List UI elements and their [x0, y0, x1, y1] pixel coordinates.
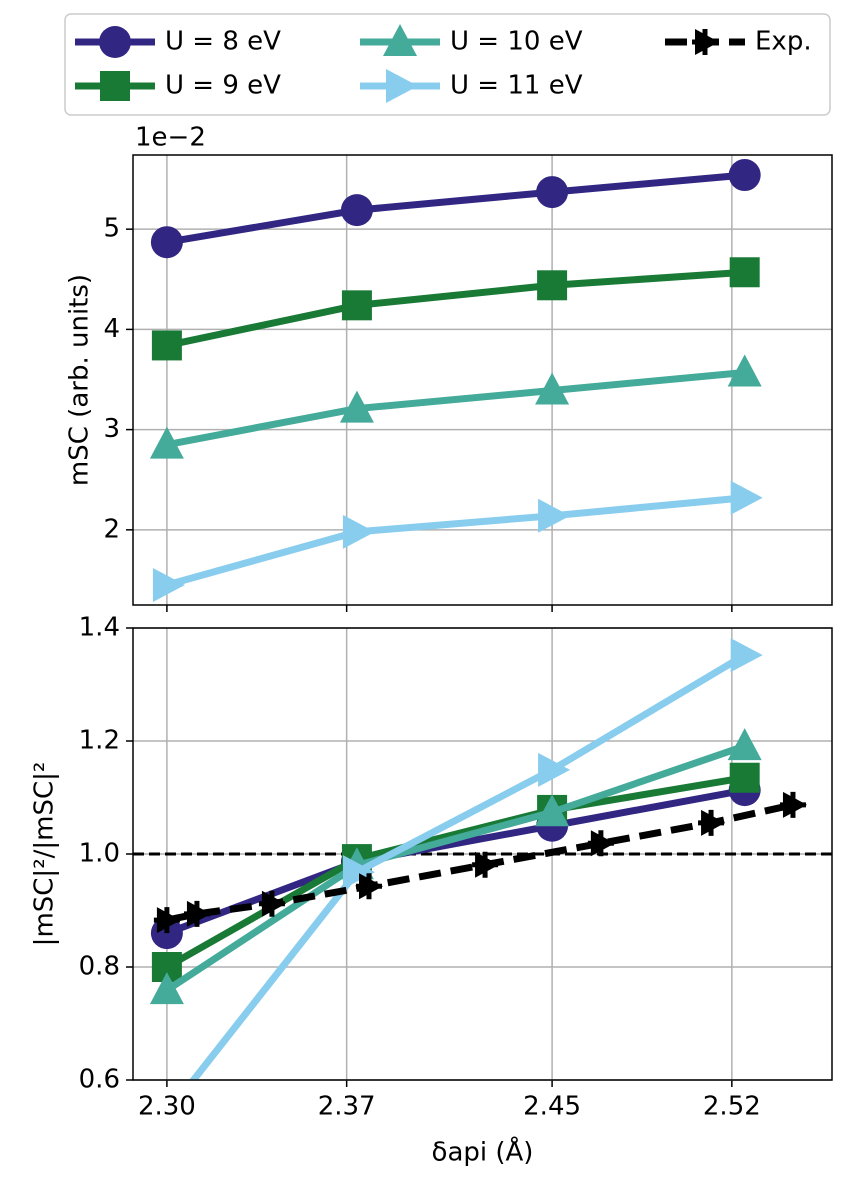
- marker-part: [472, 851, 499, 878]
- marker: [727, 728, 762, 761]
- marker: [339, 390, 374, 423]
- series-line: [166, 368, 746, 449]
- y-axis-label: mSC (arb. units): [65, 274, 95, 486]
- marker: [535, 794, 570, 827]
- x-tick-label: 2.45: [523, 1092, 581, 1122]
- marker-part: [258, 890, 285, 917]
- legend-label: U = 9 eV: [165, 71, 281, 101]
- marker: [153, 907, 181, 934]
- marker: [535, 372, 570, 405]
- marker: [727, 354, 762, 387]
- y-tick-label: 0.6: [79, 1065, 120, 1095]
- marker: [729, 257, 760, 288]
- marker: [383, 24, 417, 56]
- marker-part: [183, 900, 210, 927]
- marker: [728, 159, 761, 192]
- marker: [342, 514, 375, 549]
- y-tick-label: 2: [103, 514, 120, 544]
- plot-area: [149, 159, 763, 602]
- marker: [538, 498, 571, 533]
- marker: [779, 791, 807, 818]
- series-line: [165, 494, 746, 589]
- marker: [258, 890, 286, 917]
- marker: [152, 567, 185, 602]
- marker: [536, 176, 569, 209]
- marker: [692, 29, 719, 55]
- y-tick-label: 3: [103, 414, 120, 444]
- y-tick-label: 1.0: [79, 839, 120, 869]
- marker-part: [355, 873, 382, 900]
- x-tick-label: 2.30: [138, 1092, 196, 1122]
- marker: [150, 226, 183, 259]
- marker: [355, 873, 383, 900]
- y-tick-label: 5: [103, 214, 120, 244]
- marker: [472, 851, 500, 878]
- legend-label: Exp.: [755, 27, 812, 57]
- marker: [149, 426, 184, 459]
- marker-part: [153, 907, 180, 934]
- x-axis-label: δapi (Å): [432, 1136, 534, 1168]
- marker: [100, 71, 130, 101]
- legend-frame: [64, 13, 831, 116]
- series-line: [165, 774, 746, 971]
- marker: [342, 855, 375, 890]
- marker: [149, 972, 184, 1005]
- marker: [99, 26, 131, 58]
- marker-part: [779, 791, 806, 818]
- marker: [587, 830, 615, 857]
- marker: [698, 809, 726, 836]
- series-line: [165, 786, 746, 937]
- marker: [341, 290, 372, 321]
- y-tick-label: 1.2: [79, 726, 120, 756]
- axes-frame: [132, 627, 833, 1081]
- marker: [537, 270, 568, 301]
- series-line: [166, 268, 745, 349]
- marker: [151, 330, 182, 361]
- y-tick-label: 4: [103, 314, 120, 344]
- plot-area: [149, 638, 807, 1080]
- legend-label: U = 10 eV: [450, 27, 583, 57]
- marker: [730, 638, 763, 673]
- y-axis-label: |mSC|²/|mSC|²: [30, 762, 60, 947]
- legend-label: U = 8 eV: [165, 27, 281, 57]
- y-tick-label: 1.4: [79, 613, 120, 643]
- marker: [538, 752, 571, 787]
- series-line: [189, 652, 747, 1080]
- marker: [729, 762, 760, 793]
- marker-part: [698, 809, 725, 836]
- series-line: [164, 742, 746, 994]
- offset-label: 1e−2: [135, 123, 206, 153]
- marker-part: [692, 29, 718, 55]
- marker: [183, 900, 211, 927]
- x-tick-label: 2.52: [703, 1092, 761, 1122]
- marker: [730, 480, 763, 515]
- marker-part: [587, 830, 614, 857]
- marker: [340, 194, 373, 227]
- legend-label: U = 11 eV: [450, 71, 583, 101]
- y-tick-label: 0.8: [79, 952, 120, 982]
- series-line: [166, 171, 745, 246]
- axes-frame: [132, 154, 833, 606]
- marker: [386, 69, 418, 103]
- x-tick-label: 2.37: [318, 1092, 376, 1122]
